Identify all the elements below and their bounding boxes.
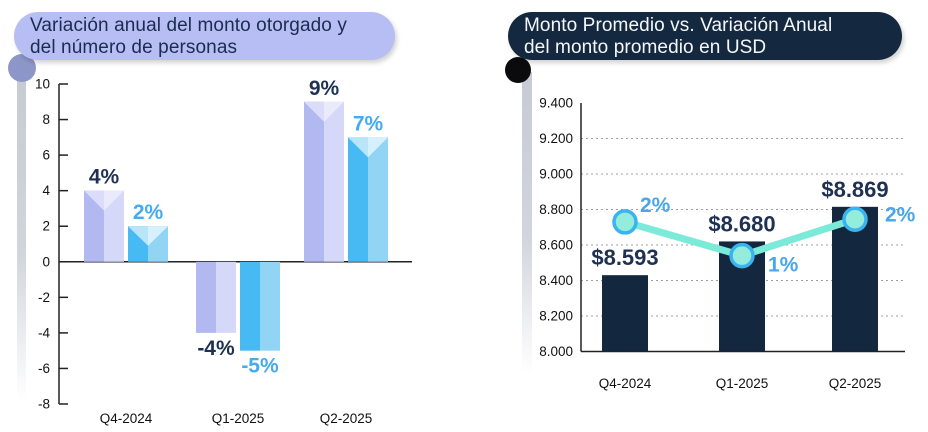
bar-roof [104, 190, 124, 211]
bar-roof [148, 226, 168, 246]
chart-title-variacion: Variación anual del monto otorgado y del… [14, 12, 395, 60]
bar-segment [216, 261, 236, 333]
bar-segment [240, 261, 260, 351]
bar-segment [84, 190, 104, 262]
y-tick-label: -6 [38, 361, 50, 376]
y-tick-label: 2 [42, 219, 50, 234]
bar-segment [348, 137, 368, 262]
data-point-marker [842, 206, 868, 233]
value-label: 9% [309, 77, 340, 100]
y-tick-label: 10 [35, 77, 50, 92]
bar-segment [324, 101, 344, 262]
y-tick-label: -2 [38, 290, 50, 305]
bar-roof [324, 101, 344, 122]
bar-segment [104, 190, 124, 262]
value-label: -4% [197, 337, 235, 360]
bar-segment [368, 137, 388, 262]
percent-label: 2% [640, 194, 671, 217]
category-label: Q4-2024 [100, 411, 153, 426]
value-label: $8.680 [708, 211, 775, 236]
chart-title-line1: Variación anual del monto otorgado y [30, 15, 347, 36]
y-tick-label: -8 [38, 397, 50, 412]
category-label: Q2-2025 [829, 376, 882, 391]
chart-title-line1: Monto Promedio vs. Variación Anual [524, 15, 833, 36]
value-label: 7% [353, 112, 384, 135]
data-point-marker [729, 242, 755, 269]
y-tick-label: 9.400 [539, 96, 573, 111]
percent-label: 1% [768, 254, 799, 277]
bar-roof [348, 137, 368, 158]
bar-segment [196, 261, 216, 333]
grouped-bar-chart: -8 -6 -4 -2 0 2 4 6 8 10 4% -4% 9% 2% -5% 7% Q4-2024 Q1-2… [35, 77, 412, 426]
value-label: 4% [89, 166, 120, 189]
bar-line-combo-chart: 8.000 8.200 8.400 8.600 8.800 9.000 9.200 9.400… [539, 96, 916, 392]
chart-title-monto-promedio: Monto Promedio vs. Variación Anual del m… [508, 12, 902, 60]
bar-segment [260, 261, 280, 351]
bar-roof [304, 101, 324, 122]
data-point-marker [612, 209, 638, 235]
y-tick-label: 8.800 [539, 202, 573, 217]
y-tick-label: 0 [42, 254, 50, 269]
chart-card-monto-promedio: Monto Promedio vs. Variación Anual del m… [490, 0, 928, 432]
bar-segment [304, 101, 324, 262]
chart-title-line2: del monto promedio en USD [524, 37, 767, 58]
y-tick-label: 8.600 [539, 238, 573, 253]
bar-roof [84, 190, 104, 211]
category-label: Q2-2025 [320, 411, 373, 426]
category-label: Q4-2024 [599, 376, 652, 391]
chart-card-variacion-anual: Variación anual del monto otorgado y del… [0, 0, 460, 432]
y-tick-label: 8.200 [539, 309, 573, 324]
value-label: $8.593 [591, 245, 658, 270]
title-ribbon-fold-accent [505, 57, 531, 83]
category-label: Q1-2025 [716, 376, 769, 391]
value-label: 2% [133, 201, 164, 224]
value-label: $8.869 [821, 177, 888, 202]
y-tick-label: 8.400 [539, 273, 573, 288]
y-tick-label: 4 [42, 183, 50, 198]
bar-segment [602, 275, 648, 352]
y-tick-label: 6 [42, 148, 50, 163]
left-shadow-strip [17, 74, 26, 402]
bar-roof [368, 137, 388, 158]
y-tick-label: 9.200 [539, 131, 573, 146]
category-label: Q1-2025 [212, 411, 265, 426]
left-shadow-strip [522, 72, 532, 374]
bar-roof [128, 226, 148, 246]
y-tick-label: 8 [42, 112, 50, 127]
chart-title-line2: del número de personas [30, 37, 238, 58]
y-tick-label: 8.000 [539, 344, 573, 359]
y-tick-label: -4 [38, 325, 50, 340]
value-label: -5% [241, 355, 279, 378]
percent-label: 2% [885, 203, 916, 226]
y-tick-label: 9.000 [539, 167, 573, 182]
